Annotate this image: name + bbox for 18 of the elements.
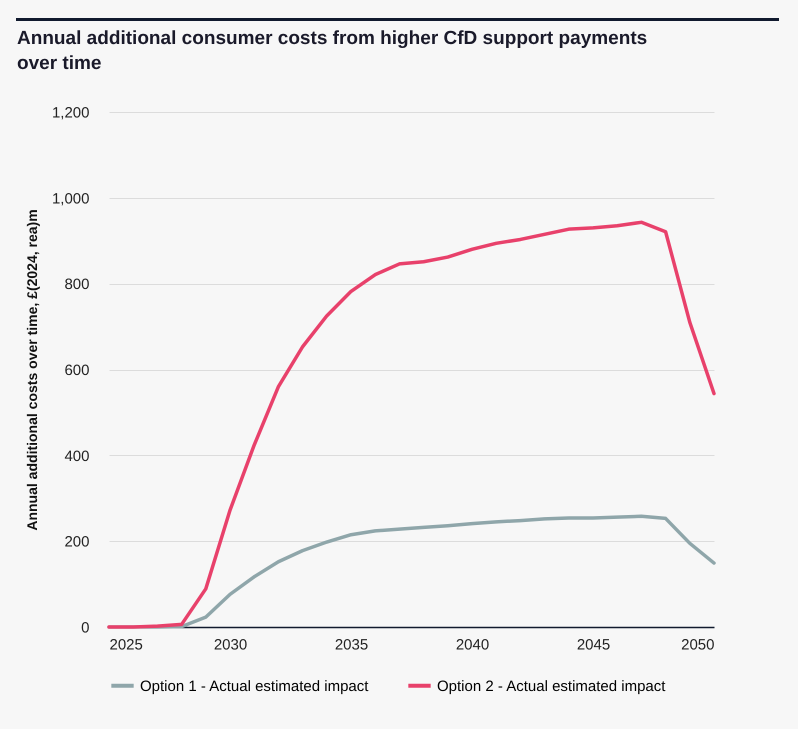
x-tick-label: 2045 xyxy=(576,636,610,654)
y-tick-label: 0 xyxy=(81,620,90,636)
line-series xyxy=(107,220,716,629)
y-tick-label: 800 xyxy=(64,276,90,294)
x-tick-label: 2040 xyxy=(456,636,490,654)
y-tick-label: 600 xyxy=(64,362,90,379)
y-tick-label: 1,000 xyxy=(52,190,90,208)
y-tick-label: 400 xyxy=(64,448,90,465)
legend-label: Option 1 - Actual estimated impact xyxy=(140,678,370,695)
x-tick-label: 2025 xyxy=(110,636,143,654)
x-tick-label: 2050 xyxy=(681,636,714,654)
x-tick-label: 2030 xyxy=(214,636,248,654)
y-tick-label: 200 xyxy=(64,534,90,551)
chart-title: Annual additional consumer costs from higher CfD support payments over time xyxy=(17,27,648,76)
y-tick-label: 1,200 xyxy=(52,104,90,122)
y-axis-title: Annual additional costs over time, £(2024, rea)m xyxy=(24,209,40,531)
legend-label: Option 2 - Actual estimated impact xyxy=(437,678,666,695)
x-tick-label: 2035 xyxy=(334,636,368,654)
